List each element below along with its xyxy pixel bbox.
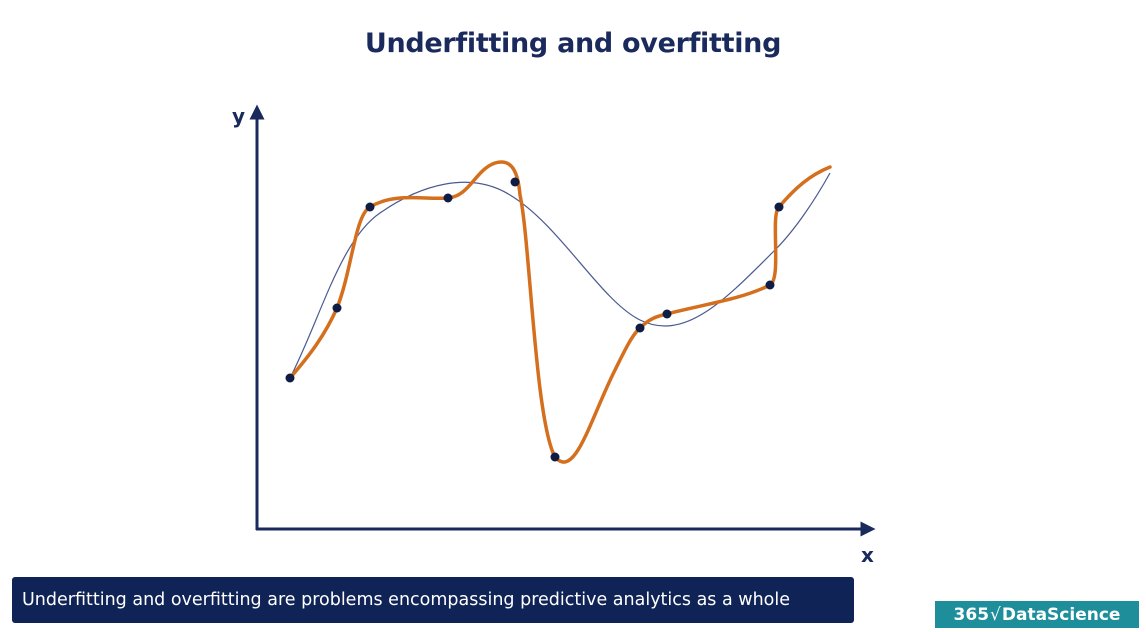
data-point-3	[365, 202, 375, 212]
data-point-7	[635, 323, 645, 333]
logo-number: 365	[953, 604, 990, 625]
data-point-1	[285, 373, 295, 383]
data-point-4	[443, 193, 453, 203]
caption-text: Underfitting and overfitting are problem…	[22, 590, 791, 610]
data-points	[285, 177, 784, 462]
brand-logo: 365 √ DataScience	[935, 601, 1139, 628]
data-point-9	[765, 280, 775, 290]
y-axis-label: y	[232, 104, 246, 128]
sqrt-icon: √	[990, 604, 1001, 625]
data-point-2	[332, 303, 342, 313]
data-point-8	[662, 309, 672, 319]
logo-name: DataScience	[1001, 604, 1121, 625]
x-axis-label: x	[861, 543, 874, 567]
data-point-6	[550, 452, 560, 462]
data-point-10	[774, 202, 784, 212]
caption-bar: Underfitting and overfitting are problem…	[12, 577, 854, 623]
page-title: Underfitting and overfitting	[364, 28, 782, 59]
data-point-5	[510, 177, 520, 187]
